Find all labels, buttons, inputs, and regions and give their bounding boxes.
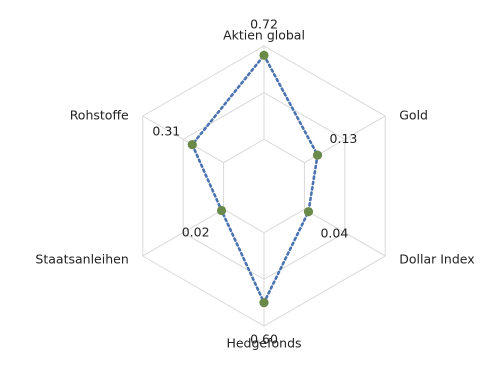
value-label-hedgefonds: 0.60	[250, 332, 278, 347]
axis-label-aktien-global: Aktien global	[223, 28, 305, 43]
axis-label-staatsanleihen: Staatsanleihen	[35, 252, 128, 267]
series-line	[190, 52, 319, 306]
spoke-staatsanleihen	[142, 208, 224, 257]
value-label-dollar-index: 0.04	[320, 226, 348, 241]
data-point-dollar-index	[303, 207, 314, 217]
value-label-aktien-global: 0.72	[250, 16, 278, 31]
value-label-staatsanleihen: 0.02	[182, 225, 210, 240]
data-point-aktien-global	[259, 50, 269, 60]
axis-label-rohstoffe: Rohstoffe	[70, 108, 129, 123]
axis-label-hedgefonds: Hedgefonds	[226, 336, 301, 351]
radar-labels: 0.72 0.13 0.04 0.60 0.02 0.31 Aktien global Gol…	[35, 16, 474, 350]
data-point-rohstoffe	[187, 139, 197, 150]
spoke-rohstoffe	[142, 115, 224, 164]
spoke-dollar-index	[304, 208, 386, 257]
radar-series	[187, 50, 323, 308]
radar-grid	[142, 45, 386, 327]
axis-label-gold: Gold	[399, 108, 428, 123]
grid-ring-1	[223, 138, 305, 234]
value-label-gold: 0.13	[330, 131, 358, 146]
data-point-staatsanleihen	[216, 205, 227, 216]
axis-label-dollar-index: Dollar Index	[399, 252, 474, 267]
data-point-gold	[312, 150, 323, 160]
data-point-hedgefonds	[259, 298, 269, 308]
value-label-rohstoffe: 0.31	[152, 124, 180, 139]
